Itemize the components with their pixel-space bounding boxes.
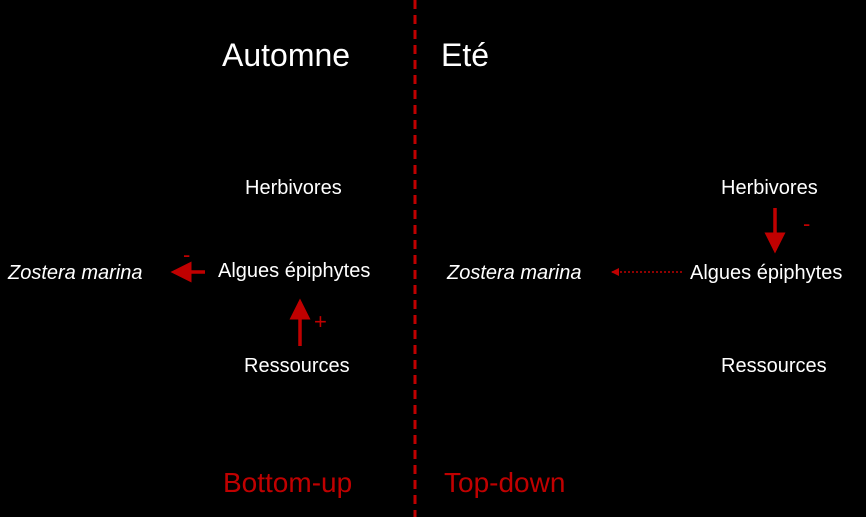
- column-title-autumn: Automne: [222, 37, 351, 73]
- node-algae-summer: Algues épiphytes: [690, 262, 843, 284]
- node-herbivores-autumn: Herbivores: [245, 177, 342, 199]
- sign-negative-summer: -: [803, 211, 811, 236]
- column-title-summer: Eté: [441, 37, 490, 73]
- node-algae-autumn: Algues épiphytes: [218, 260, 371, 282]
- mode-label-top-down: Top-down: [444, 467, 566, 498]
- mode-label-bottom-up: Bottom-up: [223, 467, 353, 498]
- node-zostera-summer: Zostera marina: [447, 262, 582, 284]
- node-resources-summer: Ressources: [721, 355, 827, 377]
- sign-negative-autumn: -: [183, 242, 191, 267]
- sign-positive-autumn: +: [314, 309, 327, 334]
- node-zostera-autumn: Zostera marina: [8, 262, 143, 284]
- node-resources-autumn: Ressources: [244, 355, 350, 377]
- node-herbivores-summer: Herbivores: [721, 177, 818, 199]
